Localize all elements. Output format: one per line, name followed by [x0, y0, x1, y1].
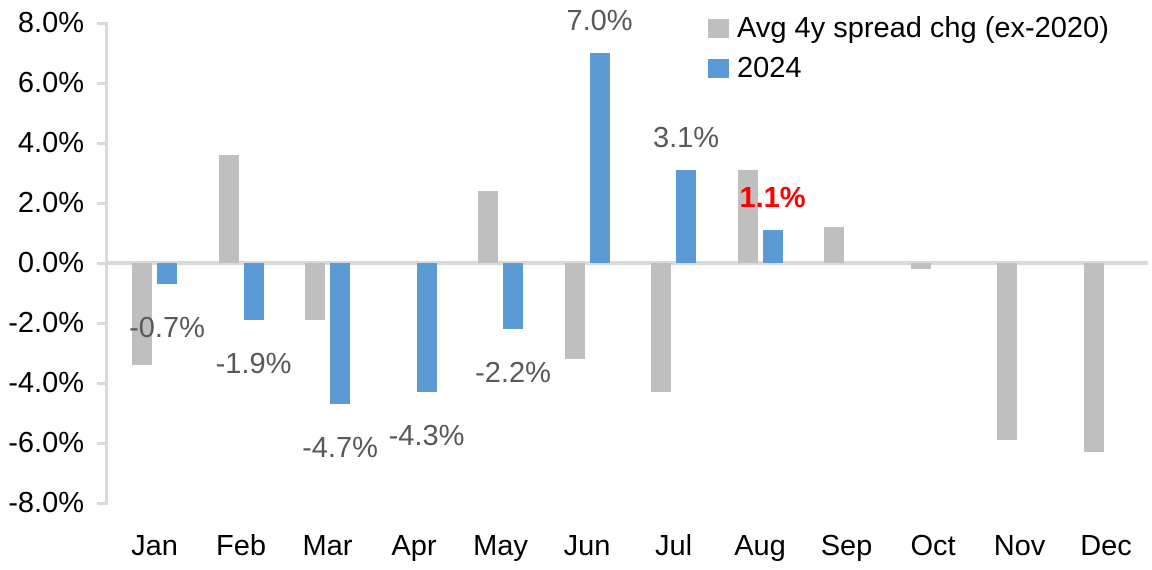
- legend-item-2024: 2024: [708, 48, 1109, 88]
- bar-2024-apr: [416, 263, 437, 392]
- x-axis-label-jan: Jan: [131, 530, 178, 562]
- x-axis-label-jul: Jul: [654, 530, 693, 562]
- legend-label-2024: 2024: [737, 51, 802, 84]
- x-axis-label-sep: Sep: [820, 530, 873, 562]
- x-axis-label-nov: Nov: [993, 530, 1046, 562]
- legend-item-avg-4y-spread: Avg 4y spread chg (ex-2020): [708, 8, 1109, 48]
- y-axis-label: 0.0%: [17, 247, 84, 279]
- y-axis-label: -4.0%: [8, 367, 84, 399]
- bar-avg-4y-spread-chg-ex-2020-dec: [1083, 263, 1104, 452]
- bar-avg-4y-spread-chg-ex-2020-jan: [132, 263, 152, 365]
- bar-avg-4y-spread-chg-ex-2020-oct: [910, 263, 931, 269]
- x-axis-label-dec: Dec: [1080, 530, 1132, 562]
- legend-label-avg-4y-spread: Avg 4y spread chg (ex-2020): [737, 11, 1109, 44]
- x-axis-label-oct: Oct: [910, 530, 956, 562]
- legend-swatch-2024: [708, 58, 729, 78]
- y-axis-label: 8.0%: [17, 7, 84, 39]
- bar-avg-4y-spread-chg-ex-2020-nov: [997, 263, 1017, 440]
- x-axis-label-feb: Feb: [216, 530, 266, 562]
- data-label-jan: -0.7%: [129, 312, 205, 344]
- y-axis-tick: [97, 82, 108, 85]
- data-label-mar: -4.7%: [302, 432, 378, 464]
- legend: Avg 4y spread chg (ex-2020) 2024: [708, 8, 1109, 88]
- bar-2024-jul: [676, 170, 696, 263]
- y-axis-tick: [97, 322, 108, 325]
- bar-avg-4y-spread-chg-ex-2020-may: [478, 191, 498, 263]
- y-axis-tick: [97, 22, 108, 25]
- bar-avg-4y-spread-chg-ex-2020-jun: [564, 263, 585, 359]
- data-label-apr: -4.3%: [388, 420, 465, 452]
- y-axis-tick: [97, 202, 108, 205]
- legend-swatch-avg-4y-spread: [708, 18, 729, 38]
- y-axis-tick: [97, 502, 108, 505]
- y-axis-tick: [97, 262, 108, 265]
- bar-avg-4y-spread-chg-ex-2020-mar: [305, 263, 325, 320]
- bar-avg-4y-spread-chg-ex-2020-jul: [651, 263, 671, 392]
- bar-avg-4y-spread-chg-ex-2020-aug: [737, 170, 758, 263]
- y-axis-tick: [97, 142, 108, 145]
- x-axis-label-may: May: [473, 530, 528, 562]
- data-label-feb: -1.9%: [215, 348, 292, 380]
- data-label-may: -2.2%: [475, 357, 551, 389]
- y-axis-label: -2.0%: [8, 307, 84, 339]
- y-axis-tick: [97, 442, 108, 445]
- data-label-aug: 1.1%: [739, 182, 806, 214]
- bar-2024-may: [503, 263, 523, 329]
- y-axis-label: -6.0%: [8, 427, 84, 459]
- bar-2024-jun: [589, 53, 610, 263]
- y-axis-tick: [97, 382, 108, 385]
- bar-avg-4y-spread-chg-ex-2020-sep: [824, 227, 844, 263]
- bar-2024-mar: [330, 263, 350, 404]
- x-axis-zero-line: [108, 261, 1148, 265]
- data-label-jul: 3.1%: [652, 122, 720, 154]
- bar-2024-jan: [157, 263, 177, 284]
- data-label-jun: 7.0%: [566, 5, 633, 37]
- y-axis-label: 4.0%: [17, 127, 84, 159]
- x-axis-label-jun: Jun: [563, 530, 611, 562]
- y-axis-label: 6.0%: [17, 67, 84, 99]
- y-axis-label: -8.0%: [8, 487, 84, 519]
- bar-2024-aug: [762, 230, 783, 263]
- bar-avg-4y-spread-chg-ex-2020-feb: [218, 155, 239, 263]
- y-axis-label: 2.0%: [17, 187, 84, 219]
- x-axis-label-aug: Aug: [734, 530, 786, 562]
- bar-2024-feb: [243, 263, 264, 320]
- x-axis-label-mar: Mar: [302, 530, 353, 562]
- x-axis-label-apr: Apr: [391, 530, 437, 562]
